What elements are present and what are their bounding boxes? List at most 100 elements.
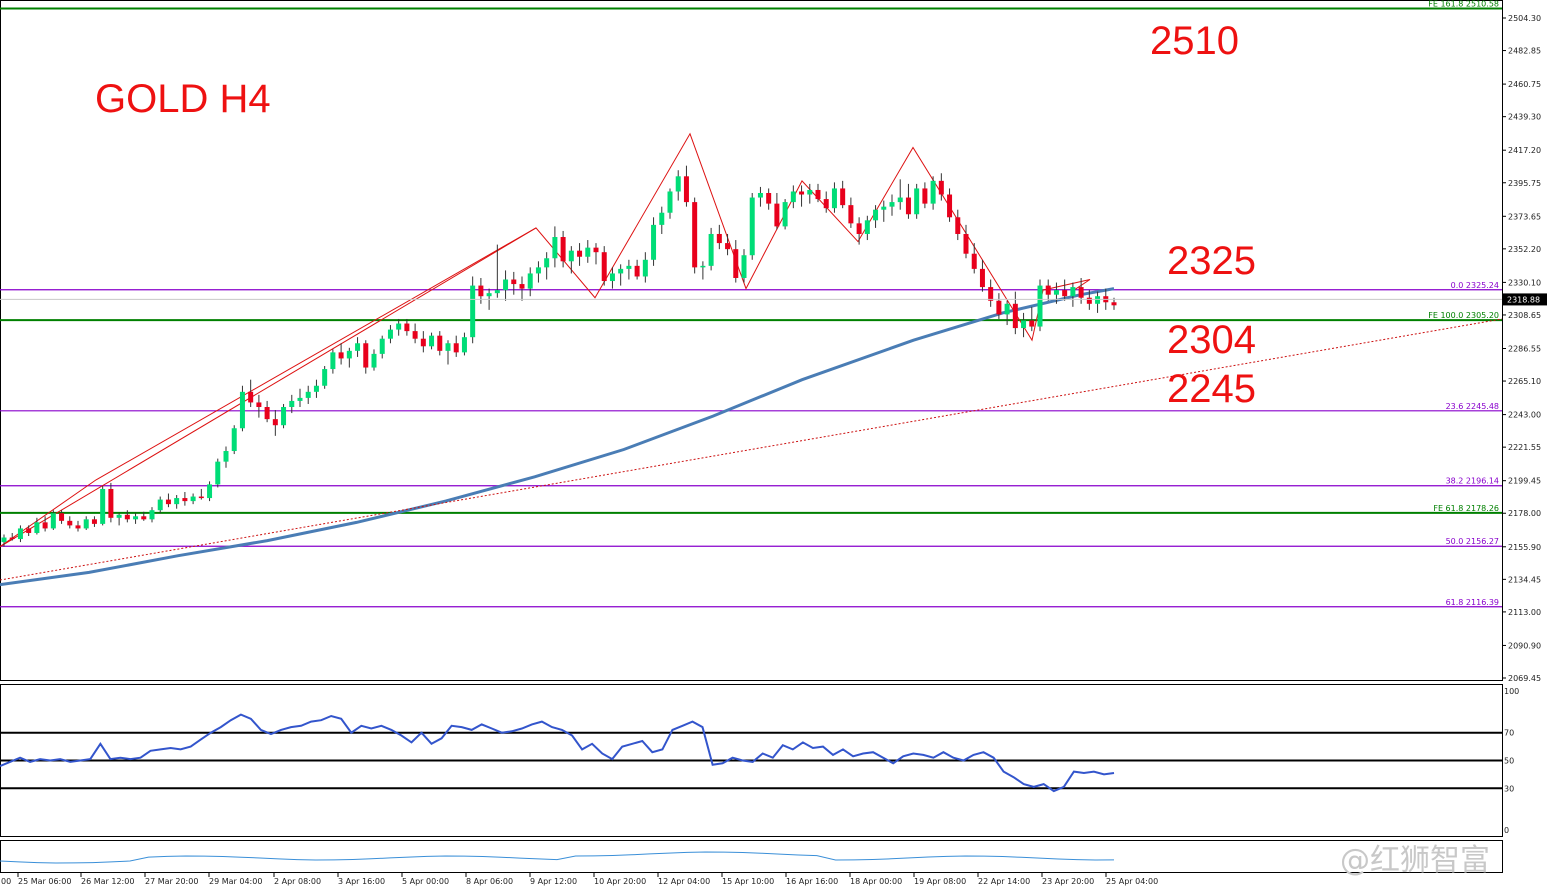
candle-body [478,285,484,297]
x-tick-label: 3 Apr 16:00 [338,877,385,886]
candle-body [379,338,385,354]
candle-body [725,243,731,250]
zigzag-line [0,132,1091,548]
candle-body [338,352,344,359]
candle-body [322,369,328,386]
candle-body [618,268,624,274]
y-tick-label: 2460.75 [1508,80,1541,89]
candle-body [42,522,48,529]
candle-body [577,250,583,257]
candle-body [864,220,870,234]
candle-body [519,284,525,289]
candle-body [560,237,566,262]
candle-body [815,189,821,200]
moving-average [0,287,1115,587]
candle-body [807,189,813,195]
y-tick-label: 2221.55 [1508,443,1541,452]
candle-body [190,496,196,502]
level-label: 61.8 2116.39 [1446,598,1499,607]
x-tick-label: 27 Mar 20:00 [145,877,198,886]
candle-body [174,498,180,505]
ma-line [0,287,1115,587]
y-tick-label: 2069.45 [1508,674,1541,683]
candle-body [470,285,476,338]
candle-body [914,188,920,215]
candle-body [1053,290,1059,295]
trendline [0,318,1503,581]
x-tick-label: 22 Apr 14:00 [978,877,1030,886]
candle-body [511,279,517,285]
candle-body [782,202,788,227]
candle-body [757,192,763,198]
candle-body [445,343,451,351]
candle-body [404,323,410,332]
price-axis: 2504.30 2482.85 2460.75 2439.30 2417.20 2395.… [0,14,1547,683]
candle-body [363,343,369,368]
candle-body [264,407,270,420]
y-tick-label: 2417.20 [1508,146,1541,155]
candle-body [905,197,911,215]
candle-body [108,488,114,518]
y-tick-label: 2113.00 [1508,608,1541,617]
candle-body [897,197,903,203]
x-tick-label: 8 Apr 06:00 [466,877,513,886]
rsi-line [0,713,1115,793]
current-price-label: 2318.88 [1507,295,1540,304]
candle-body [1029,320,1035,327]
level-label: FE 61.8 2178.26 [1433,504,1499,513]
candle-body [1045,285,1051,295]
candle-body [215,461,221,485]
rsi-scale-label: 70 [1504,729,1514,738]
candle-body [585,247,591,257]
x-tick-label: 18 Apr 00:00 [850,877,902,886]
candle-body [733,249,739,278]
candle-body [239,391,245,429]
candle-body [272,419,278,426]
candle-body [1070,287,1076,297]
x-tick-label: 12 Apr 04:00 [658,877,710,886]
candlesticks [1,165,1117,547]
candle-body [17,528,23,540]
candle-body [198,496,204,499]
candle-body [535,267,541,274]
candle-body [207,484,213,499]
annotation-2510: 2510 [1150,19,1239,63]
level-label: 23.6 2245.48 [1446,402,1499,411]
candle-body [856,223,862,234]
candle-body [692,202,698,268]
candle-body [371,353,377,368]
y-tick-label: 2482.85 [1508,47,1541,56]
y-tick-label: 2330.10 [1508,278,1541,287]
x-tick-label: 2 Apr 08:00 [274,877,321,886]
candle-body [149,510,155,520]
x-tick-label: 19 Apr 08:00 [914,877,966,886]
candle-body [1012,303,1018,329]
candle-body [305,391,311,398]
candle-body [1037,285,1043,327]
candle-body [544,258,550,268]
candle-body [988,287,994,301]
rsi-scale-label: 30 [1504,784,1514,793]
lower-indicator-line [0,851,1115,864]
candle-body [790,191,796,203]
candle-body [9,537,15,540]
y-tick-label: 2395.75 [1508,179,1541,188]
candle-body [609,273,615,282]
y-tick-label: 2155.90 [1508,543,1541,552]
candle-body [124,514,130,520]
candle-body [626,265,632,269]
x-tick-label: 25 Apr 04:00 [1106,877,1158,886]
candle-body [716,233,722,244]
x-tick-label: 5 Apr 00:00 [402,877,449,886]
x-tick-label: 23 Apr 20:00 [1042,877,1094,886]
candle-body [346,350,352,359]
candle-body [281,407,287,426]
candle-body [708,233,714,266]
candle-body [823,199,829,209]
level-label: 0.0 2325.24 [1451,281,1499,290]
candle-body [922,188,928,204]
candle-body [453,343,459,353]
candle-body [552,237,558,259]
candle-body [50,513,56,529]
